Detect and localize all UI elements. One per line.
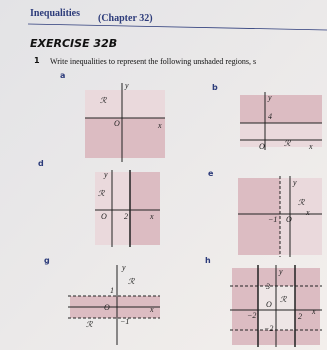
axis-label: ℛ [298,198,305,207]
axis-label: O [101,212,107,221]
axis-label: O [286,215,292,224]
axis-label: 3 [265,282,270,291]
axis-label: O [104,303,110,312]
exercise-heading: EXERCISE 32B [30,37,117,50]
axis-label: −1 [120,317,129,326]
axis-label: ℛ [100,96,107,105]
axis-label: 2 [124,212,128,221]
axis-label: x [149,212,154,221]
axis-label: y [103,170,108,179]
question-number: 1 [34,56,40,65]
axis-label: O [266,300,272,309]
part-label: d [38,159,44,168]
axis-label: ℛ [86,320,93,329]
axis-label: y [292,178,297,187]
shaded-region [130,172,160,245]
axis-label: y [124,81,129,90]
part-label: g [44,256,50,265]
header-rule [27,23,327,31]
part-label: b [212,83,218,92]
axis-label: x [308,142,313,151]
axis-label: x [311,307,316,316]
axis-label: −1 [268,215,277,224]
question-text: Write inequalities to represent the foll… [50,57,256,66]
part-label: a [60,71,65,80]
axis-label: −2 [264,324,273,333]
chapter-number: (Chapter 32) [98,13,153,24]
axis-label: ℛ [128,277,135,286]
shaded-region [240,95,322,123]
chapter-title: Inequalities [30,8,80,19]
axis-label: x [157,121,162,130]
axis-label: y [267,93,272,102]
axis-label: −2 [247,311,256,320]
axis-label: y [121,263,126,272]
axis-label: ℛ [98,189,105,198]
axis-label: x [305,208,310,217]
shaded-region [238,178,280,255]
part-label: e [208,169,214,178]
axis-label: 4 [268,112,272,121]
axis-label: y [278,267,283,276]
axis-label: ℛ [284,139,291,148]
shaded-region [85,118,165,158]
axis-label: 1 [110,286,114,295]
axis-label: x [149,305,154,314]
axis-label: ℛ [280,295,287,304]
axis-label: O [114,119,120,128]
axis-label: O [259,142,265,151]
axis-label: 2 [298,312,302,321]
part-label: h [205,256,211,265]
